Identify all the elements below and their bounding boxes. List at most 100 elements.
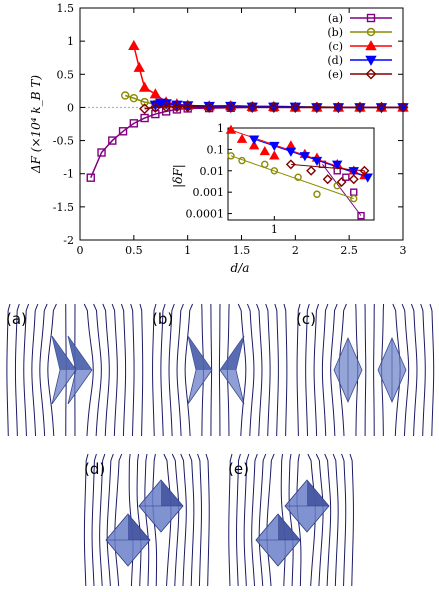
data-point [227,152,235,160]
data-point [149,88,162,99]
data-point [121,91,130,100]
field-line [341,453,347,587]
inset-y-tick-label: 0.0001 [186,208,225,221]
x-axis-label: d/a [231,261,250,275]
data-point [332,160,343,170]
data-point [348,174,359,185]
y-axis-label: ΔF (×10⁴ k_B T) [29,75,43,174]
data-point [140,97,149,107]
field-line [136,453,142,587]
field-line [228,453,233,587]
inset-x-axis: 1 [271,216,278,236]
diagram-panel-2: (b) [152,303,288,437]
x-tick-label: 0.5 [125,244,143,257]
y-tick-label: -1 [63,168,74,181]
data-point [313,190,321,198]
field-line [171,453,180,587]
data-point [362,173,373,183]
data-point [306,165,317,176]
octahedron-shade [161,480,183,506]
x-tick-label: 2.5 [340,244,358,257]
data-point [366,13,376,23]
field-line [23,303,30,437]
data-point [270,167,279,175]
field-line [373,303,375,437]
inset-series-d [248,135,373,183]
octahedron-shade [128,514,150,540]
field-line [197,453,202,587]
data-point [294,173,302,181]
data-point [299,152,311,162]
field-line [410,303,418,437]
data-point [129,119,139,128]
data-point [332,101,344,113]
field-line [168,303,175,437]
inset-y-tick-label: 0.01 [200,165,225,178]
field-line [176,303,184,437]
field-line [324,453,332,587]
field-line [218,303,221,437]
inset-series-e [285,159,370,187]
field-line [401,303,410,437]
cone-shade [52,336,76,370]
x-tick-label: 2 [292,244,299,257]
diagram-panel-3: (c) [296,303,435,437]
field-line [266,453,275,587]
data-point [259,146,270,156]
particle [377,337,407,403]
panel-label: (b) [152,310,173,328]
data-point [108,136,117,145]
field-line [83,453,89,587]
legend: (a)(b)(c)(d)(e) [327,12,392,81]
data-point [133,61,145,72]
field-line [130,303,135,437]
field-line [106,453,114,587]
cone-shade [68,336,92,370]
data-point [248,140,260,150]
data-point [311,101,323,113]
field-line [313,303,320,437]
legend-item: (e) [328,68,392,81]
data-point [118,127,128,136]
inset-fit-line [290,163,365,172]
field-line [83,303,94,437]
inset-y-tick-label: 1 [217,122,224,135]
field-line [330,303,338,437]
diagram-panel-5: (e) [228,453,354,587]
cone-shade [220,336,244,370]
data-point [149,101,161,113]
particle [219,335,245,405]
data-point [248,135,260,145]
field-line [305,303,310,437]
field-line [315,453,324,587]
inset-series-layer [225,124,373,220]
field-line [102,303,110,437]
legend-item: (a) [328,12,392,25]
field-line [47,303,57,437]
data-point [375,101,387,113]
data-point [365,40,377,51]
data-point [171,101,183,113]
diagram-panel-4: (d) [83,453,210,587]
data-point [322,174,333,185]
panel-label: (c) [296,310,316,328]
data-point [366,27,376,37]
data-point [138,81,151,92]
panel-label: (e) [228,460,249,478]
field-line [429,303,435,437]
data-point [285,147,297,157]
particle [255,513,301,567]
inset-fit-line [322,164,362,216]
x-tick-label: 3 [400,244,407,257]
octahedron-shade [278,514,300,540]
field-line [184,303,194,437]
field-line [283,303,288,437]
legend-item: (d) [327,54,392,67]
field-line [288,453,294,587]
particle [51,335,77,405]
field-line [99,453,106,587]
data-point [350,194,358,203]
cone-shade [188,336,212,370]
legend-label: (e) [328,68,343,81]
